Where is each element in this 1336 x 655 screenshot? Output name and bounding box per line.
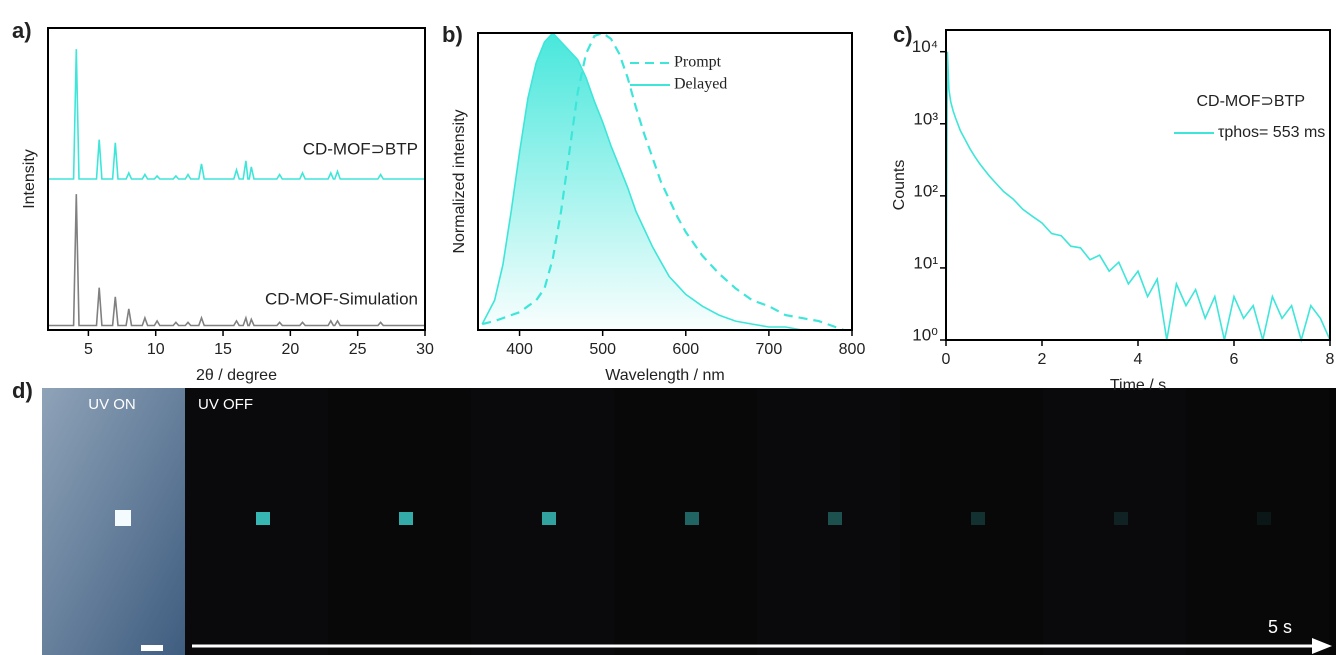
y-tick-label: 10¹ [913, 253, 938, 272]
sample-glow [399, 512, 413, 525]
sample-glow [828, 512, 842, 525]
series-line [945, 51, 1331, 343]
series-line [48, 194, 425, 327]
x-tick-label: 700 [756, 341, 783, 358]
sample-bright [115, 510, 131, 526]
sample-glow [971, 512, 985, 525]
area [482, 33, 844, 330]
y-axis-label: Normalized intensity [451, 109, 468, 253]
photo-frame [1043, 388, 1186, 655]
photo-frame [757, 388, 900, 655]
y-tick-label: 10² [913, 181, 938, 200]
x-tick-label: 10 [147, 341, 165, 358]
uv-on-photo [42, 388, 185, 655]
annotation: CD-MOF⊃BTP [1196, 93, 1305, 110]
panel-label: d) [12, 378, 33, 403]
legend-label: τphos= 553 ms [1218, 124, 1325, 141]
photo-frame [1186, 388, 1329, 655]
photo-frame [900, 388, 1043, 655]
arrow-head [1312, 638, 1332, 654]
x-tick-label: 25 [349, 341, 367, 358]
x-tick-label: 20 [281, 341, 299, 358]
sample-glow [1114, 512, 1128, 525]
series-label: CD-MOF⊃BTP [303, 139, 418, 158]
x-tick-label: 8 [1326, 351, 1335, 368]
y-tick-label: 10³ [913, 109, 938, 128]
sample-glow [685, 512, 699, 525]
sample-glow [256, 512, 270, 525]
x-tick-label: 0 [942, 351, 951, 368]
scale-bar [141, 645, 163, 651]
series-line [48, 49, 425, 180]
panel-label: b) [442, 22, 463, 47]
x-tick-label: 500 [589, 341, 616, 358]
x-axis-label: Time / s [1110, 377, 1166, 394]
x-tick-label: 4 [1134, 351, 1143, 368]
y-axis-label: Counts [891, 160, 908, 211]
y-tick-label: 10⁴ [912, 37, 938, 56]
series-label: CD-MOF-Simulation [265, 289, 418, 308]
photo-frame [614, 388, 757, 655]
uv-on-label: UV OFF [198, 396, 253, 413]
plot-frame [47, 27, 426, 331]
y-tick-label: 10⁰ [912, 325, 938, 344]
legend-label: Delayed [674, 76, 727, 93]
x-tick-label: 400 [506, 341, 533, 358]
panel-label: a) [12, 18, 32, 43]
uv-on-label: UV ON [88, 396, 136, 413]
x-axis-label: Wavelength / nm [605, 367, 724, 384]
series-line [481, 31, 844, 331]
time-label: 5 s [1268, 617, 1292, 637]
x-tick-label: 2 [1038, 351, 1047, 368]
x-tick-label: 800 [839, 341, 866, 358]
sample-glow [1257, 512, 1271, 525]
x-tick-label: 6 [1230, 351, 1239, 368]
series-line [481, 31, 845, 332]
y-axis-label: Intensity [21, 149, 38, 209]
panel-label: c) [893, 22, 913, 47]
x-tick-label: 30 [416, 341, 434, 358]
plot-frame [945, 29, 1331, 341]
x-tick-label: 5 [84, 341, 93, 358]
legend-label: Prompt [674, 54, 722, 71]
plot-frame [477, 32, 853, 331]
x-axis-label: 2θ / degree [196, 367, 277, 384]
x-tick-label: 600 [672, 341, 699, 358]
x-tick-label: 15 [214, 341, 232, 358]
sample-glow [542, 512, 556, 525]
